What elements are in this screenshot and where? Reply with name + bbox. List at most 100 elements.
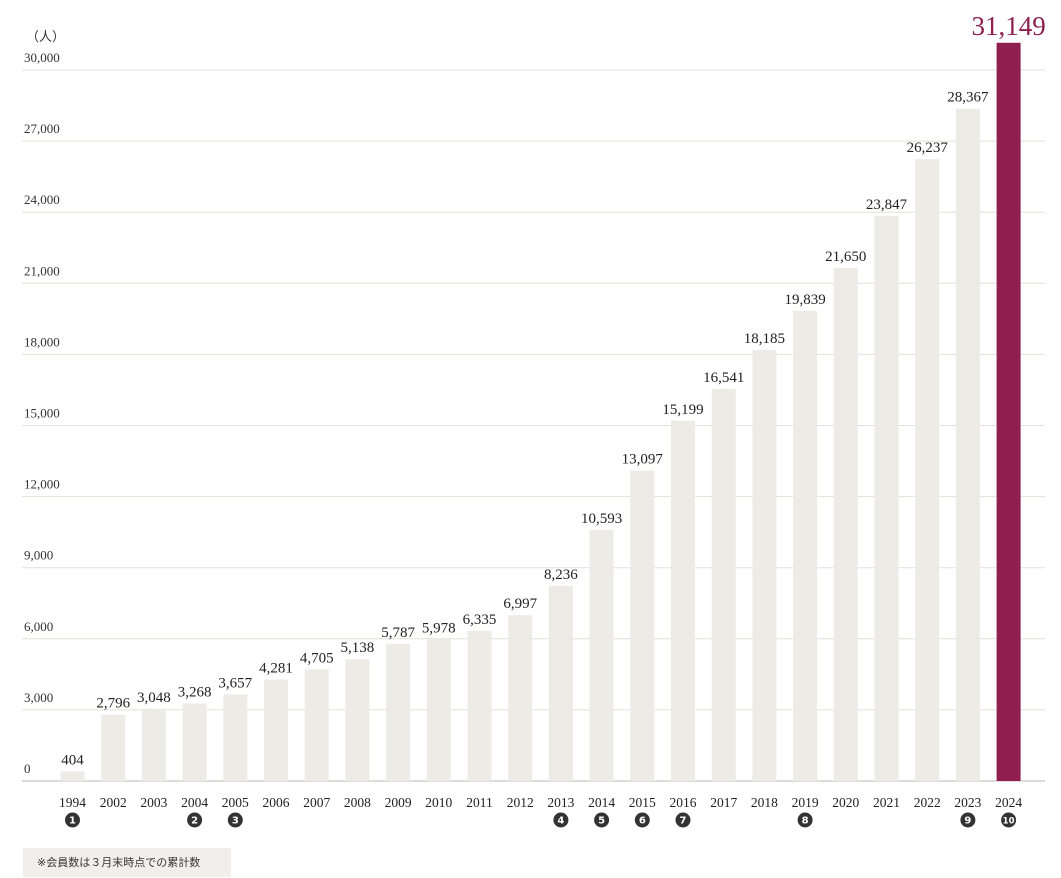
event-marker-circle bbox=[797, 812, 813, 828]
x-tick-label: 2010 bbox=[425, 795, 452, 810]
x-tick-label: 2017 bbox=[710, 795, 737, 810]
value-label: 15,199 bbox=[662, 402, 703, 418]
x-tick-label: 2002 bbox=[100, 795, 127, 810]
x-tick-label: 2016 bbox=[670, 795, 697, 810]
event-marker-number: 4 bbox=[557, 816, 564, 827]
event-marker: 8 bbox=[797, 812, 813, 828]
event-marker-circle bbox=[553, 812, 569, 828]
bar bbox=[915, 159, 940, 781]
value-label: 3,048 bbox=[137, 690, 171, 706]
x-tick-label: 2014 bbox=[588, 795, 615, 810]
x-tick-label: 2019 bbox=[792, 795, 819, 810]
bar bbox=[630, 470, 655, 781]
bar bbox=[752, 350, 777, 781]
bar bbox=[141, 708, 166, 781]
event-marker-number: 5 bbox=[598, 816, 605, 827]
y-axis-ticks: 0 3,000 6,000 9,000 12,000 15,000 18,000 21,000… bbox=[24, 50, 60, 776]
y-tick-label: 9,000 bbox=[24, 548, 53, 563]
x-tick-label: 2024 bbox=[995, 795, 1022, 810]
event-marker-number: 3 bbox=[232, 816, 239, 827]
value-label: 10,593 bbox=[581, 511, 622, 527]
event-marker: 5 bbox=[594, 812, 610, 828]
value-label: 13,097 bbox=[622, 452, 664, 468]
event-marker-circle bbox=[1001, 812, 1017, 828]
event-marker: 7 bbox=[675, 812, 691, 828]
bar bbox=[304, 669, 329, 781]
y-tick-label: 24,000 bbox=[24, 192, 60, 207]
value-label: 6,997 bbox=[503, 596, 537, 612]
y-tick-label: 30,000 bbox=[24, 50, 60, 65]
x-tick-label: 2013 bbox=[547, 795, 574, 810]
bar bbox=[386, 643, 411, 781]
y-tick-label: 21,000 bbox=[24, 263, 60, 278]
event-marker-circle bbox=[634, 812, 650, 828]
event-marker: 3 bbox=[227, 812, 243, 828]
value-label: 23,847 bbox=[866, 197, 908, 213]
value-label: 16,541 bbox=[703, 370, 744, 386]
event-markers: 1 2 3 4 5 6 7 8 9 10 bbox=[65, 812, 1017, 828]
x-axis-ticks: 1994 2002 2003 2004 2005 2006 2007 2008 2009 2010… bbox=[59, 795, 1022, 810]
value-label-highlighted: 31,149 bbox=[971, 11, 1045, 41]
bar bbox=[955, 108, 980, 782]
bar bbox=[793, 310, 818, 781]
x-tick-label: 2009 bbox=[385, 795, 412, 810]
y-tick-label: 6,000 bbox=[24, 619, 53, 634]
x-tick-label: 1994 bbox=[59, 795, 86, 810]
event-marker: 9 bbox=[960, 812, 976, 828]
value-label: 19,839 bbox=[784, 292, 825, 308]
event-marker-circle bbox=[960, 812, 976, 828]
event-marker-number: 9 bbox=[964, 816, 971, 827]
event-marker-circle bbox=[594, 812, 610, 828]
value-label: 404 bbox=[61, 752, 84, 768]
bar bbox=[345, 659, 370, 781]
x-tick-label: 2023 bbox=[954, 795, 981, 810]
value-label: 5,787 bbox=[381, 625, 415, 641]
y-tick-label: 3,000 bbox=[24, 690, 53, 705]
bar bbox=[223, 694, 248, 781]
event-marker: 2 bbox=[187, 812, 203, 828]
event-marker-circle bbox=[227, 812, 243, 828]
x-tick-label: 2022 bbox=[914, 795, 941, 810]
footnote: ※会員数は３月末時点での累計数 bbox=[23, 848, 231, 877]
bar bbox=[671, 420, 695, 781]
y-tick-label: 18,000 bbox=[24, 334, 60, 349]
bar bbox=[264, 679, 288, 781]
value-label: 3,657 bbox=[218, 675, 252, 691]
x-tick-label: 2003 bbox=[140, 795, 167, 810]
event-marker-number: 8 bbox=[802, 816, 809, 827]
bar bbox=[60, 771, 85, 781]
value-label: 26,237 bbox=[907, 140, 949, 156]
value-label: 21,650 bbox=[825, 249, 866, 265]
value-label: 28,367 bbox=[947, 90, 989, 106]
x-tick-label: 2012 bbox=[507, 795, 534, 810]
event-marker-number: 6 bbox=[639, 816, 646, 827]
x-tick-label: 2015 bbox=[629, 795, 656, 810]
bar bbox=[833, 267, 858, 781]
bar bbox=[874, 215, 899, 781]
value-label: 5,978 bbox=[422, 620, 456, 636]
x-tick-label: 2018 bbox=[751, 795, 778, 810]
bar bbox=[508, 615, 533, 781]
value-label: 8,236 bbox=[544, 567, 578, 583]
event-marker: 1 bbox=[65, 812, 80, 828]
y-tick-label: 15,000 bbox=[24, 406, 60, 421]
bar bbox=[426, 639, 451, 781]
bar bbox=[467, 630, 492, 781]
x-tick-label: 2007 bbox=[303, 795, 330, 810]
y-tick-label: 12,000 bbox=[24, 477, 60, 492]
value-label: 5,138 bbox=[341, 640, 375, 656]
event-marker: 10 bbox=[1001, 812, 1017, 828]
event-marker-number: 7 bbox=[680, 816, 687, 827]
bar bbox=[101, 714, 126, 781]
bar bbox=[711, 388, 736, 781]
event-marker-circle bbox=[675, 812, 691, 828]
value-label: 2,796 bbox=[96, 696, 130, 712]
x-tick-label: 2021 bbox=[873, 795, 900, 810]
bar bbox=[589, 529, 614, 781]
event-marker-circle bbox=[65, 812, 80, 828]
value-label: 3,268 bbox=[178, 685, 212, 701]
bars bbox=[60, 42, 1021, 782]
value-label: 18,185 bbox=[744, 331, 785, 347]
event-marker: 6 bbox=[634, 812, 650, 828]
bar bbox=[548, 585, 573, 781]
